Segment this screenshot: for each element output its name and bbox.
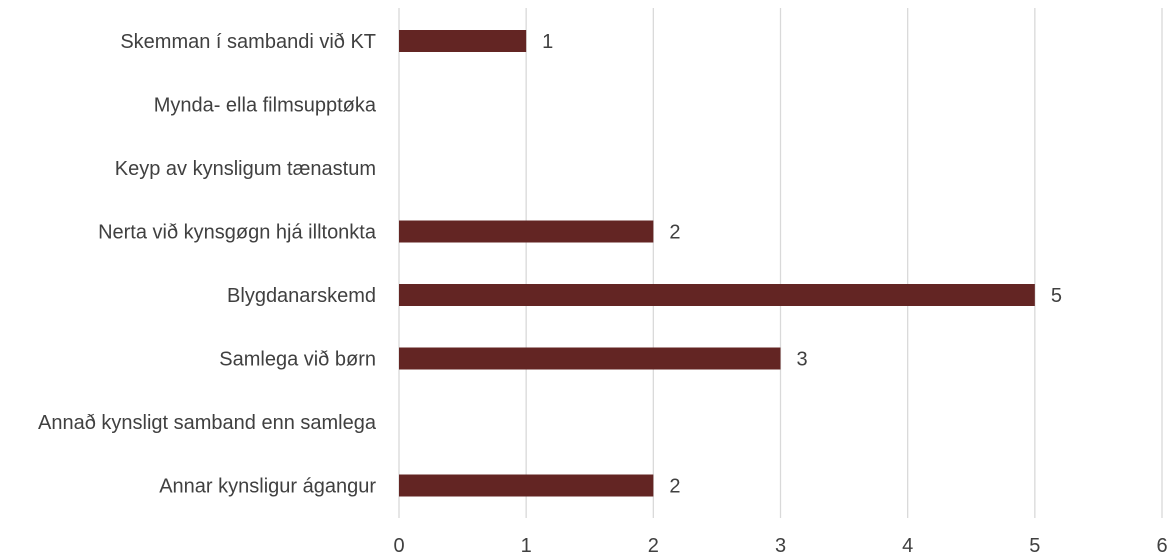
data-label: 3 [797, 349, 808, 371]
x-tick-label: 5 [1029, 535, 1040, 555]
x-tick-label: 3 [775, 535, 786, 555]
bar [399, 30, 527, 52]
bar [399, 474, 654, 497]
data-label: 2 [669, 476, 680, 498]
x-tick-label: 4 [902, 535, 913, 555]
bar [399, 347, 781, 370]
data-label: 1 [542, 31, 553, 53]
category-label: Blygdanarskemd [227, 285, 376, 307]
category-labels: Skemman í sambandi við KT Mynda- ella fil… [38, 31, 377, 498]
x-tick-label: 2 [648, 535, 659, 555]
data-labels: 1 2 5 3 2 [542, 31, 1062, 498]
gridlines [398, 8, 1163, 518]
bars [399, 30, 1035, 497]
category-label: Skemman í sambandi við KT [120, 31, 376, 53]
category-label: Mynda- ella filmsupptøka [154, 95, 377, 117]
bar [399, 220, 654, 243]
data-label: 2 [669, 222, 680, 244]
category-label: Samlega við børn [219, 349, 376, 371]
bar [399, 284, 1035, 306]
data-label: 5 [1051, 285, 1062, 307]
x-tick-label: 0 [393, 535, 404, 555]
category-label: Annar kynsligur ágangur [159, 476, 376, 498]
category-label: Keyp av kynsligum tænastum [115, 158, 376, 180]
category-label: Nerta við kynsgøgn hjá illtonkta [98, 222, 377, 244]
category-label: Annað kynsligt samband enn samlega [38, 412, 377, 434]
x-tick-label: 6 [1156, 535, 1167, 555]
x-axis-tick-labels: 0 1 2 3 4 5 6 [393, 535, 1167, 557]
x-tick-label: 1 [521, 535, 532, 555]
